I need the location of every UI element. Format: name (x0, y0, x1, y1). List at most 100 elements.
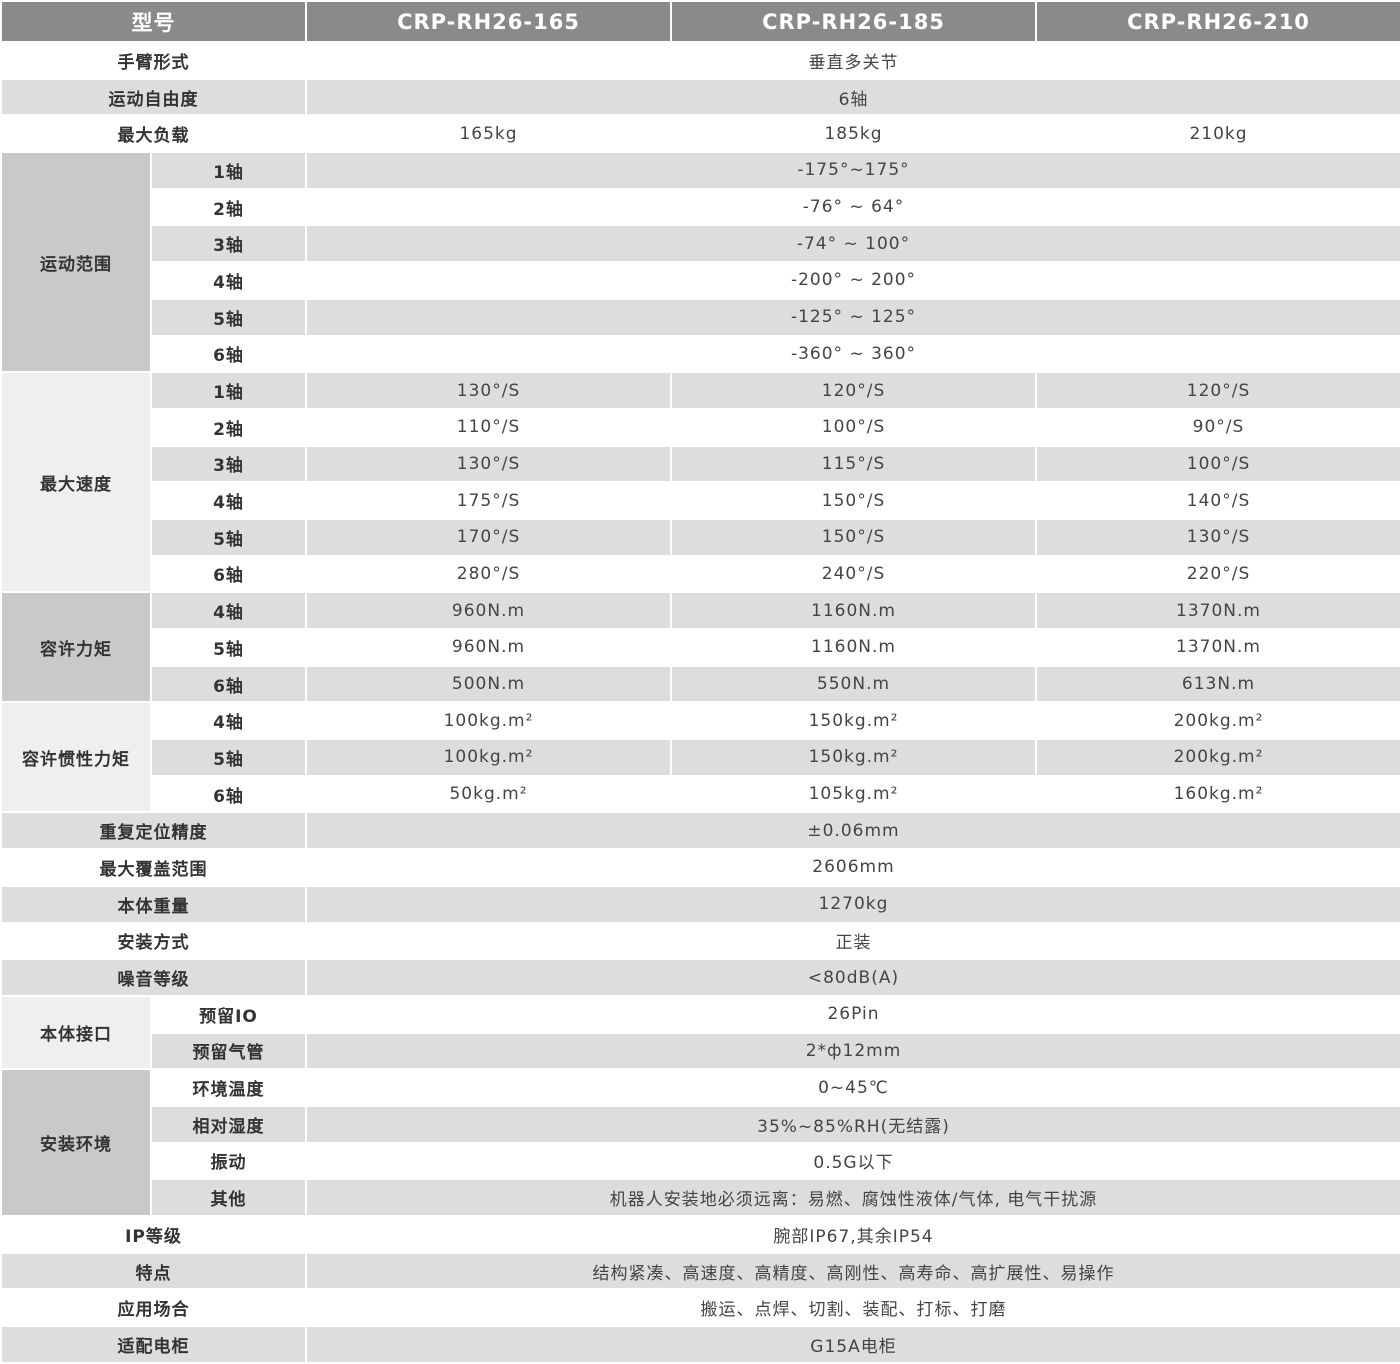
sub-label: 3轴 (150, 444, 307, 484)
value-cell: -175°~175° (305, 151, 1400, 190)
sub-label: 5轴 (150, 738, 307, 777)
value-cell: 6轴 (305, 77, 1400, 117)
table-row: 最大负载 165kg 185kg 210kg (0, 114, 1400, 154)
table-row: 6轴 500N.m 550N.m 613N.m (1, 664, 1400, 704)
sub-label: 振动 (150, 1141, 307, 1181)
value-cell-model-1: 130°/S (305, 371, 672, 410)
value-cell: <80dB(A) (305, 958, 1400, 997)
value-cell-model-3: 200kg.m² (1035, 701, 1400, 741)
value-cell-model-3: 90°/S (1035, 407, 1400, 447)
value-cell-model-3: 220°/S (1035, 554, 1400, 594)
row-label: 重复定位精度 (0, 811, 307, 851)
sub-label: 4轴 (150, 261, 307, 300)
value-cell-model-3: 130°/S (1035, 517, 1400, 557)
table-row: 5轴 960N.m 1160N.m 1370N.m (1, 628, 1400, 667)
sub-label: 4轴 (150, 481, 307, 520)
row-label: 特点 (0, 1251, 307, 1291)
row-label: 安装方式 (0, 921, 307, 961)
value-cell-model-1: 960N.m (305, 591, 672, 630)
group-label: 容许力矩 (0, 591, 152, 704)
header-model-3: CRP-RH26-210 (1035, 0, 1400, 43)
table-row: 本体接口 预留IO 26Pin (0, 994, 1400, 1071)
value-cell-model-1: 175°/S (305, 481, 672, 520)
table-row: 安装环境 环境温度 0~45℃ (0, 1068, 1400, 1217)
value-cell-model-1: 170°/S (305, 517, 672, 557)
sub-label: 1轴 (150, 371, 307, 410)
value-cell-model-1: 960N.m (305, 628, 672, 667)
table-row: 3轴 130°/S 115°/S 100°/S (1, 444, 1400, 484)
value-cell-model-2: 150kg.m² (670, 701, 1037, 741)
value-cell-model-3: 1370N.m (1035, 591, 1400, 630)
value-cell: 35%~85%RH(无结露) (305, 1104, 1400, 1144)
value-cell-model-2: 120°/S (670, 371, 1037, 410)
table-row: 应用场合 搬运、点焊、切割、装配、打标、打磨 (0, 1288, 1400, 1328)
table-row: 容许惯性力矩 4轴 100kg.m² 150kg.m² 200kg.m² (0, 701, 1400, 814)
sub-label: 5轴 (150, 517, 307, 557)
table-row: 适配电柜 G15A电柜 (0, 1325, 1400, 1364)
row-label: IP等级 (0, 1215, 307, 1254)
sub-label: 预留气管 (150, 1031, 307, 1071)
table-row: 4轴 -200° ~ 200° (1, 261, 1400, 300)
table-row: 相对湿度 35%~85%RH(无结露) (1, 1104, 1400, 1144)
sub-label: 3轴 (150, 224, 307, 264)
value-cell-model-3: 613N.m (1035, 664, 1400, 704)
value-cell-model-3: 160kg.m² (1035, 774, 1400, 814)
value-cell-model-1: 500N.m (305, 664, 672, 704)
table-row: 本体重量 1270kg (0, 884, 1400, 924)
table-row: 3轴 -74° ~ 100° (1, 224, 1400, 264)
table-row: 6轴 -360° ~ 360° (1, 334, 1400, 374)
value-cell-model-2: 100°/S (670, 407, 1037, 447)
header-model-2: CRP-RH26-185 (670, 0, 1037, 43)
table-row: 安装方式 正装 (0, 921, 1400, 961)
value-cell: 1270kg (305, 884, 1400, 924)
value-cell-model-3: 140°/S (1035, 481, 1400, 520)
table-row: 6轴 50kg.m² 105kg.m² 160kg.m² (1, 774, 1400, 814)
table-row: 5轴 -125° ~ 125° (1, 297, 1400, 337)
value-cell-model-1: 110°/S (305, 407, 672, 447)
sub-label: 5轴 (150, 628, 307, 667)
table-row: 4轴 175°/S 150°/S 140°/S (1, 481, 1400, 520)
value-cell-model-2: 185kg (670, 114, 1037, 154)
group-label: 安装环境 (0, 1068, 152, 1217)
value-cell: 2*ф12mm (305, 1031, 1400, 1071)
sub-label: 6轴 (150, 554, 307, 594)
group-label: 运动范围 (0, 151, 152, 374)
row-label: 适配电柜 (0, 1325, 307, 1364)
value-cell-model-1: 130°/S (305, 444, 672, 484)
value-cell: -74° ~ 100° (305, 224, 1400, 264)
value-cell-model-3: 120°/S (1035, 371, 1400, 410)
value-cell-model-3: 1370N.m (1035, 628, 1400, 667)
table-row: 最大速度 1轴 130°/S 120°/S 120°/S (0, 371, 1400, 594)
table-row: 手臂形式 垂直多关节 (0, 41, 1400, 80)
value-cell-model-1: 50kg.m² (305, 774, 672, 814)
row-label: 本体重量 (0, 884, 307, 924)
table-row: 重复定位精度 ±0.06mm (0, 811, 1400, 851)
group-label: 最大速度 (0, 371, 152, 594)
value-cell: 垂直多关节 (305, 41, 1400, 80)
sub-label: 4轴 (150, 701, 307, 741)
table-row: 容许力矩 4轴 960N.m 1160N.m 1370N.m (0, 591, 1400, 704)
sub-label: 5轴 (150, 297, 307, 337)
sub-label: 6轴 (150, 334, 307, 374)
row-label: 手臂形式 (0, 41, 307, 80)
group-label: 容许惯性力矩 (0, 701, 152, 814)
value-cell-model-1: 280°/S (305, 554, 672, 594)
table-row: 2轴 110°/S 100°/S 90°/S (1, 407, 1400, 447)
value-cell-model-3: 210kg (1035, 114, 1400, 154)
value-cell: 正装 (305, 921, 1400, 961)
value-cell-model-2: 105kg.m² (670, 774, 1037, 814)
value-cell: 机器人安装地必须远离：易燃、腐蚀性液体/气体, 电气干扰源 (305, 1178, 1400, 1217)
value-cell-model-3: 200kg.m² (1035, 738, 1400, 777)
table-row: 5轴 170°/S 150°/S 130°/S (1, 517, 1400, 557)
value-cell-model-2: 1160N.m (670, 628, 1037, 667)
value-cell: -200° ~ 200° (305, 261, 1400, 300)
table-row: 运动自由度 6轴 (0, 77, 1400, 117)
sub-label: 预留IO (150, 994, 307, 1034)
value-cell-model-2: 1160N.m (670, 591, 1037, 630)
table-row: 2轴 -76° ~ 64° (1, 187, 1400, 227)
value-cell: -125° ~ 125° (305, 297, 1400, 337)
value-cell: 结构紧凑、高速度、高精度、高刚性、高寿命、高扩展性、易操作 (305, 1251, 1400, 1291)
value-cell-model-2: 150kg.m² (670, 738, 1037, 777)
sub-label: 6轴 (150, 664, 307, 704)
